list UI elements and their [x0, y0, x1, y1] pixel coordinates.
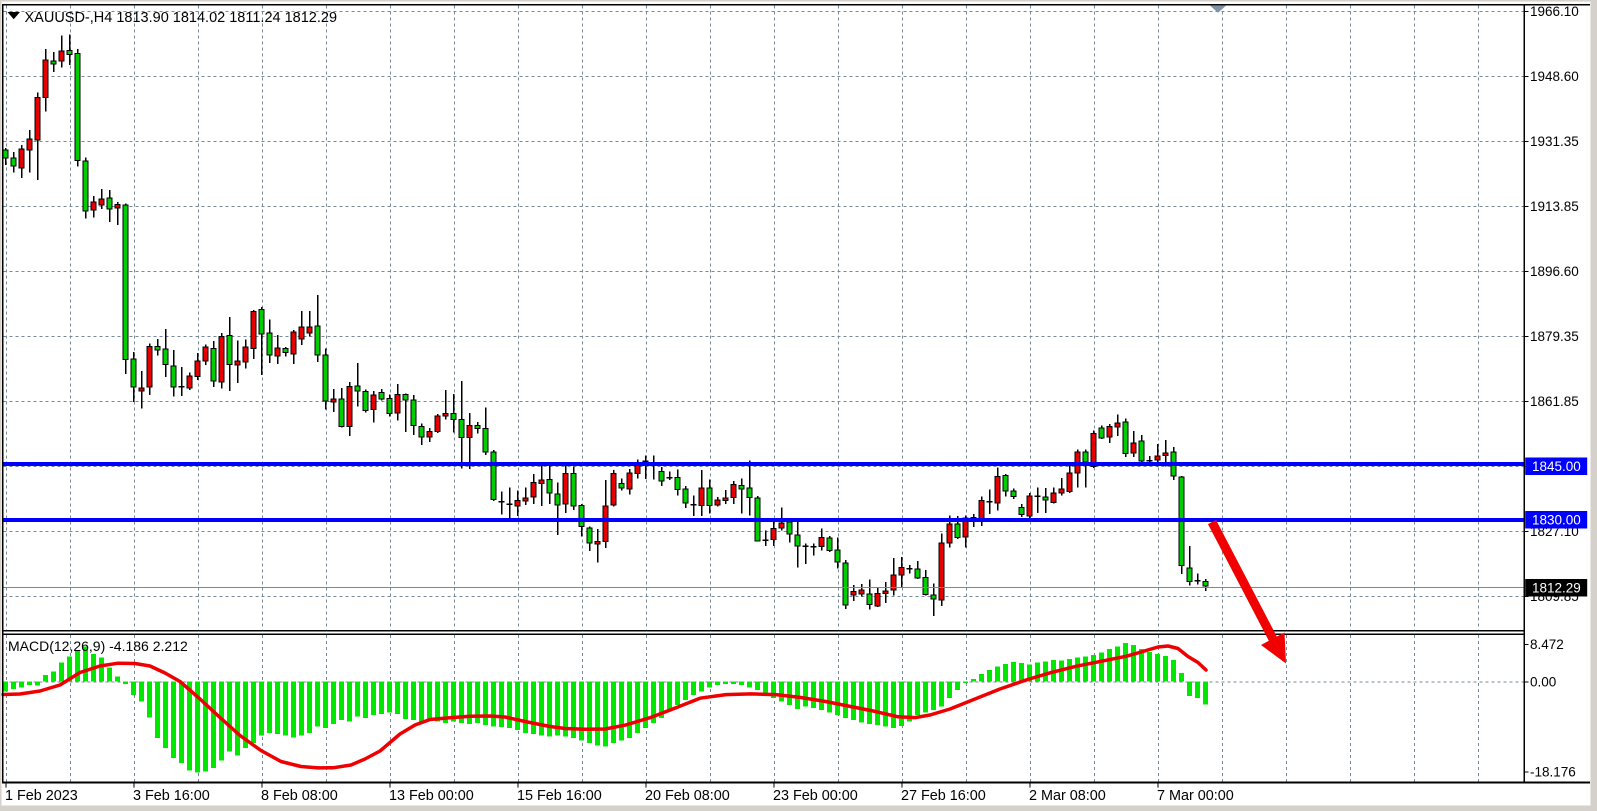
- svg-text:1845.00: 1845.00: [1532, 459, 1581, 474]
- svg-text:0.00: 0.00: [1530, 674, 1556, 689]
- svg-text:15 Feb 16:00: 15 Feb 16:00: [517, 788, 602, 804]
- svg-text:-18.176: -18.176: [1530, 764, 1576, 779]
- svg-text:20 Feb 08:00: 20 Feb 08:00: [645, 788, 730, 804]
- svg-text:1896.60: 1896.60: [1530, 264, 1579, 279]
- svg-text:2 Mar 08:00: 2 Mar 08:00: [1029, 788, 1106, 804]
- svg-text:1861.85: 1861.85: [1530, 394, 1579, 409]
- svg-text:3 Feb 16:00: 3 Feb 16:00: [133, 788, 210, 804]
- svg-text:7 Mar 00:00: 7 Mar 00:00: [1157, 788, 1234, 804]
- svg-text:1931.35: 1931.35: [1530, 134, 1579, 149]
- svg-text:1879.35: 1879.35: [1530, 329, 1579, 344]
- svg-text:MACD(12,26,9) -4.186 2.212: MACD(12,26,9) -4.186 2.212: [8, 638, 188, 654]
- svg-text:13 Feb 00:00: 13 Feb 00:00: [389, 788, 474, 804]
- svg-text:1830.00: 1830.00: [1532, 513, 1581, 528]
- svg-text:27 Feb 16:00: 27 Feb 16:00: [901, 788, 986, 804]
- svg-text:8.472: 8.472: [1530, 637, 1564, 652]
- svg-text:8 Feb 08:00: 8 Feb 08:00: [261, 788, 338, 804]
- svg-text:1 Feb 2023: 1 Feb 2023: [5, 788, 78, 804]
- svg-text:1812.29: 1812.29: [1532, 581, 1581, 596]
- svg-text:XAUUSD-,H4 1813.90 1814.02 18: XAUUSD-,H4 1813.90 1814.02 1811.24 1812.…: [25, 10, 338, 26]
- svg-text:1948.60: 1948.60: [1530, 69, 1579, 84]
- svg-text:1966.10: 1966.10: [1530, 4, 1579, 19]
- svg-text:23 Feb 00:00: 23 Feb 00:00: [773, 788, 858, 804]
- svg-text:1913.85: 1913.85: [1530, 199, 1579, 214]
